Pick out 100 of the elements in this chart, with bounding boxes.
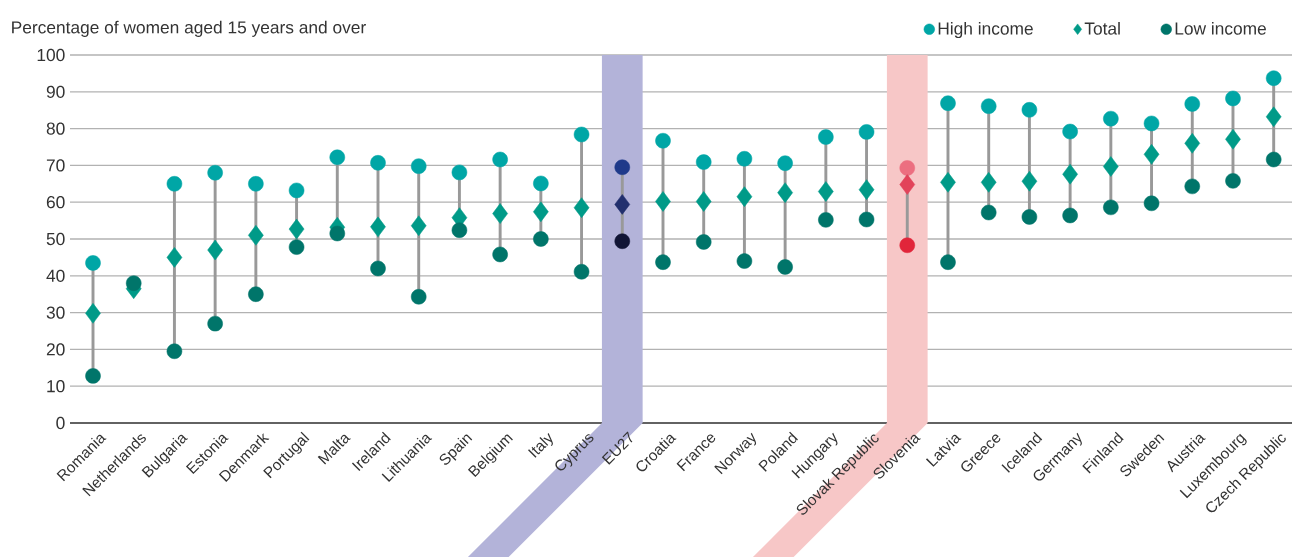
point bbox=[1225, 129, 1241, 150]
point bbox=[1265, 70, 1282, 86]
point bbox=[410, 289, 427, 305]
point bbox=[288, 239, 305, 255]
legend-label: Low income bbox=[1175, 21, 1266, 35]
point bbox=[736, 253, 753, 269]
point bbox=[818, 129, 834, 145]
point bbox=[370, 260, 386, 277]
point bbox=[329, 225, 346, 242]
point bbox=[451, 222, 468, 238]
point bbox=[858, 124, 875, 140]
point bbox=[125, 275, 142, 291]
y-tick-label: 30 bbox=[46, 306, 65, 319]
point bbox=[980, 98, 997, 114]
point bbox=[614, 194, 631, 215]
point bbox=[166, 247, 183, 268]
point bbox=[899, 160, 916, 176]
point bbox=[370, 216, 386, 238]
point bbox=[940, 172, 956, 193]
point bbox=[980, 172, 997, 193]
point bbox=[207, 239, 223, 261]
point bbox=[858, 179, 875, 200]
point bbox=[695, 154, 712, 170]
y-tick-label: 0 bbox=[56, 416, 65, 430]
y-tick-label: 60 bbox=[46, 196, 65, 209]
point bbox=[207, 165, 223, 181]
point bbox=[573, 264, 590, 280]
point bbox=[573, 197, 590, 218]
point bbox=[329, 149, 346, 166]
point bbox=[248, 176, 264, 192]
point bbox=[655, 133, 671, 149]
point bbox=[614, 233, 631, 249]
y-axis-title: Percentage of women aged 15 years and over bbox=[12, 20, 366, 37]
point bbox=[1021, 209, 1038, 225]
point bbox=[1265, 151, 1282, 168]
point bbox=[695, 234, 712, 250]
point bbox=[451, 164, 468, 181]
point bbox=[1143, 144, 1160, 165]
y-tick-label: 100 bbox=[37, 48, 65, 62]
point bbox=[288, 218, 305, 240]
point bbox=[1143, 115, 1160, 132]
point bbox=[940, 95, 956, 111]
point bbox=[1103, 156, 1119, 177]
point bbox=[1184, 133, 1201, 154]
point bbox=[492, 203, 508, 224]
point bbox=[533, 231, 549, 247]
point bbox=[248, 286, 264, 302]
point bbox=[1062, 163, 1078, 185]
point bbox=[940, 254, 956, 270]
y-tick-label: 90 bbox=[46, 85, 65, 98]
point bbox=[288, 182, 305, 199]
point bbox=[818, 212, 834, 228]
point bbox=[1184, 178, 1200, 195]
point bbox=[1143, 195, 1160, 212]
point bbox=[777, 155, 793, 171]
legend-label: Total bbox=[1084, 21, 1120, 35]
y-tick-label: 10 bbox=[47, 380, 65, 393]
y-tick-label: 20 bbox=[46, 343, 65, 356]
y-tick-label: 80 bbox=[46, 122, 65, 135]
point bbox=[85, 255, 101, 271]
point bbox=[1062, 207, 1078, 224]
legend-label: High income bbox=[938, 21, 1033, 39]
point bbox=[492, 151, 508, 168]
point bbox=[410, 215, 427, 237]
y-tick-label: 40 bbox=[46, 269, 65, 282]
point bbox=[655, 191, 671, 212]
point bbox=[248, 225, 264, 246]
point bbox=[410, 158, 427, 174]
point bbox=[777, 259, 793, 275]
point bbox=[1021, 102, 1038, 118]
point bbox=[614, 159, 631, 175]
point bbox=[736, 151, 753, 167]
point bbox=[1225, 173, 1241, 189]
point bbox=[1225, 90, 1241, 107]
point bbox=[1103, 199, 1119, 216]
point bbox=[166, 176, 183, 192]
point bbox=[736, 186, 753, 207]
point bbox=[533, 201, 549, 223]
point bbox=[85, 303, 101, 324]
point bbox=[1062, 123, 1078, 140]
y-tick-label: 50 bbox=[46, 232, 65, 246]
point bbox=[818, 181, 834, 202]
point bbox=[166, 343, 183, 359]
point bbox=[85, 368, 101, 384]
point bbox=[899, 237, 916, 253]
point bbox=[899, 174, 916, 195]
point bbox=[370, 155, 386, 171]
point bbox=[207, 315, 223, 332]
point bbox=[1021, 170, 1038, 192]
y-tick-label: 70 bbox=[46, 159, 65, 172]
x-tick-label: Italy bbox=[528, 433, 553, 458]
point bbox=[492, 246, 508, 263]
point bbox=[858, 211, 875, 228]
point bbox=[1184, 96, 1200, 112]
point bbox=[655, 254, 671, 270]
point bbox=[1103, 110, 1119, 127]
point bbox=[533, 175, 549, 192]
point bbox=[695, 191, 712, 212]
point bbox=[777, 182, 793, 203]
point bbox=[573, 126, 590, 143]
